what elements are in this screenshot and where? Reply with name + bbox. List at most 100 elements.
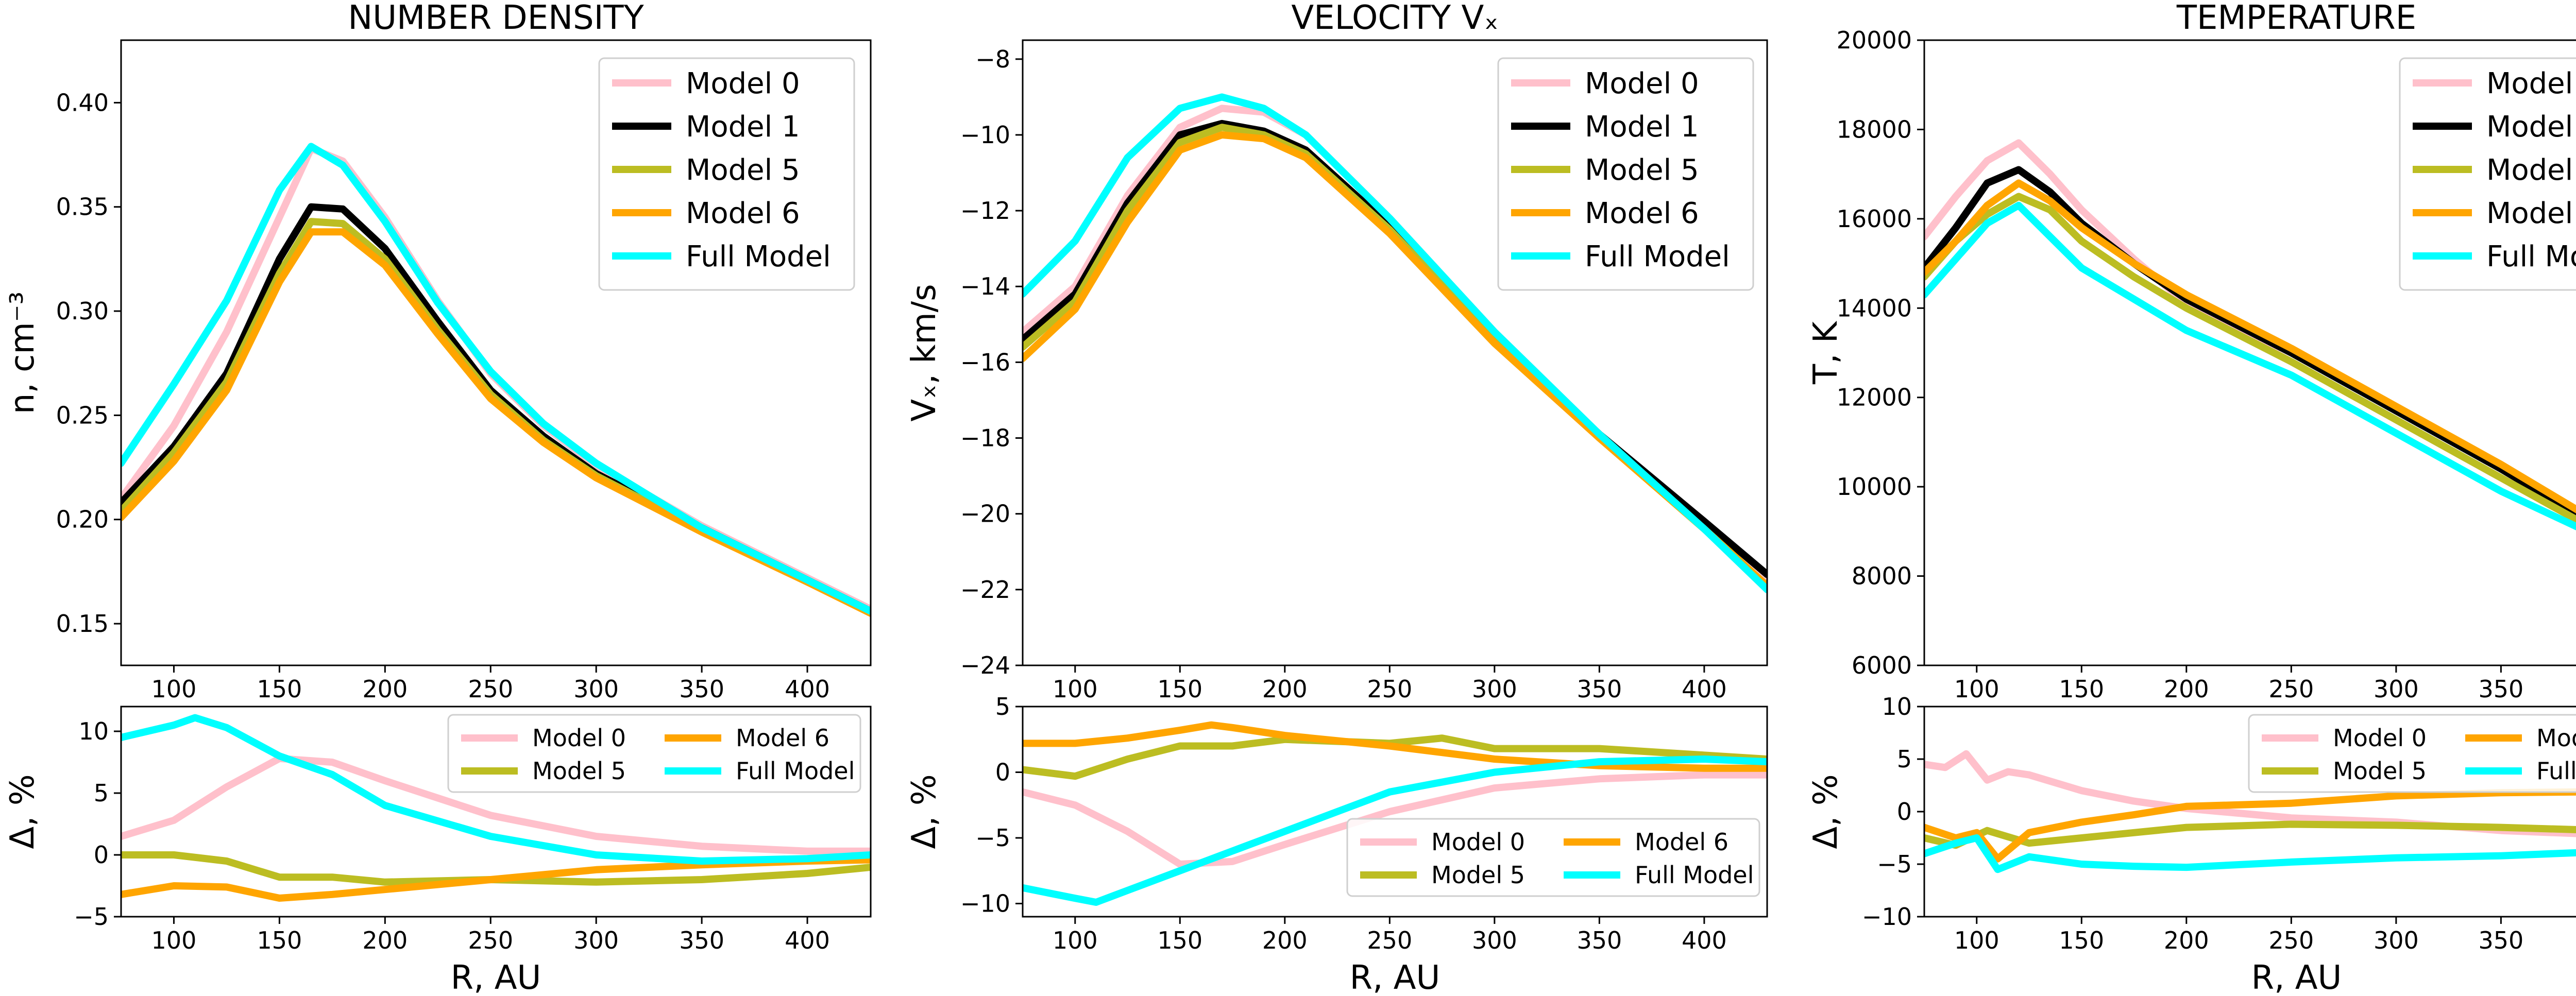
x-tick-label: 400 bbox=[785, 675, 830, 703]
chart-temperature-main: 1001502002503003504006000800010000120001… bbox=[1807, 0, 2576, 703]
legend-item-m0: Model 0 bbox=[2413, 67, 2576, 100]
y-tick-label: 12000 bbox=[1837, 384, 1912, 411]
series-line-m5 bbox=[1924, 820, 2576, 849]
legend-label: Model 0 bbox=[2486, 67, 2576, 100]
y-tick-label: 0.15 bbox=[56, 610, 109, 638]
legend-item-m0: Model 0 bbox=[1511, 67, 1699, 100]
legend-item-full: Full Model bbox=[1564, 861, 1754, 889]
x-tick-label: 250 bbox=[468, 675, 513, 703]
legend-item-m0: Model 0 bbox=[1360, 828, 1525, 856]
legend-label: Full Model bbox=[1635, 861, 1754, 889]
legend-item-m0: Model 0 bbox=[2262, 724, 2427, 752]
legend-label: Model 6 bbox=[1585, 197, 1699, 230]
legend-label: Model 5 bbox=[1585, 153, 1699, 187]
y-tick-label: 0 bbox=[94, 841, 109, 869]
y-tick-label: 0.40 bbox=[56, 89, 109, 116]
y-tick-label: −10 bbox=[960, 890, 1010, 918]
chart-title: NUMBER DENSITY bbox=[348, 0, 644, 37]
legend-item-m6: Model 6 bbox=[665, 724, 829, 752]
legend-label: Full Model bbox=[2536, 757, 2576, 785]
legend-label: Model 0 bbox=[532, 724, 626, 752]
legend-item-m6: Model 6 bbox=[612, 197, 800, 230]
plot-frame bbox=[1022, 706, 1768, 918]
plot-area bbox=[1924, 750, 2576, 873]
legend-item-full: Full Model bbox=[2465, 757, 2576, 785]
x-tick-label: 300 bbox=[1472, 675, 1517, 703]
series-line-full bbox=[1924, 201, 2576, 530]
legend-item-m5: Model 5 bbox=[2262, 757, 2427, 785]
legend-item-m1: Model 1 bbox=[1511, 110, 1699, 144]
legend-item-m0: Model 0 bbox=[461, 724, 626, 752]
y-tick-label: 10 bbox=[78, 717, 109, 745]
y-tick-label: −8 bbox=[975, 45, 1010, 73]
legend-label: Model 6 bbox=[2536, 724, 2576, 752]
y-tick-label: 10000 bbox=[1837, 473, 1912, 501]
y-tick-label: −16 bbox=[960, 348, 1010, 376]
y-tick-label: 0.30 bbox=[56, 297, 109, 325]
y-tick-label: −22 bbox=[960, 576, 1010, 604]
x-tick-label: 100 bbox=[151, 926, 197, 954]
legend: Model 0 Model 6 Model 5 Full Model bbox=[2248, 714, 2576, 793]
x-tick-label: 150 bbox=[2059, 926, 2104, 954]
legend-label: Model 6 bbox=[736, 724, 829, 752]
y-axis-label: Δ, % bbox=[905, 774, 943, 849]
legend-label: Model 6 bbox=[1635, 828, 1728, 856]
x-tick-label: 200 bbox=[1262, 926, 1308, 954]
legend-label: Model 5 bbox=[2333, 757, 2427, 785]
y-tick-label: 5 bbox=[1897, 745, 1912, 773]
legend-item-m6: Model 6 bbox=[2413, 197, 2576, 230]
y-tick-label: −24 bbox=[960, 651, 1010, 679]
legend-frame bbox=[2399, 57, 2576, 291]
x-tick-label: 250 bbox=[2268, 675, 2314, 703]
y-tick-label: 0 bbox=[1897, 798, 1912, 826]
plot-area bbox=[1924, 139, 2576, 530]
plot-frame bbox=[120, 706, 872, 918]
legend-label: Full Model bbox=[736, 757, 855, 785]
chart-title: TEMPERATURE bbox=[2176, 0, 2416, 37]
series-line-m5 bbox=[121, 851, 871, 886]
y-tick-label: 6000 bbox=[1852, 651, 1912, 679]
x-tick-label: 150 bbox=[2059, 675, 2104, 703]
legend: Model 0 Model 1 Model 5 Model 6 Full Model bbox=[2399, 57, 2576, 291]
x-tick-label: 350 bbox=[2478, 926, 2523, 954]
y-tick-label: −18 bbox=[960, 424, 1010, 452]
series-line-full bbox=[1023, 755, 1767, 906]
x-tick-label: 200 bbox=[1262, 675, 1308, 703]
series-line-m5 bbox=[1924, 193, 2576, 524]
y-tick-label: 16000 bbox=[1837, 205, 1912, 233]
series-line-m6 bbox=[121, 228, 871, 617]
y-tick-label: −14 bbox=[960, 272, 1010, 300]
plot-area bbox=[121, 143, 871, 617]
x-axis-label: R, AU bbox=[451, 959, 541, 996]
legend-item-m5: Model 5 bbox=[2413, 153, 2576, 187]
legend-item-m1: Model 1 bbox=[2413, 110, 2576, 144]
legend-label: Model 5 bbox=[686, 153, 800, 187]
plot-area bbox=[1023, 93, 1767, 593]
x-axis-label: R, AU bbox=[2251, 959, 2342, 996]
series-line-m6 bbox=[1924, 179, 2576, 513]
y-axis-label: Δ, % bbox=[1807, 774, 1845, 849]
x-tick-label: 300 bbox=[2374, 926, 2419, 954]
legend-item-m6: Model 6 bbox=[1564, 828, 1728, 856]
chart-velocity-delta: 100 150 200 250 300 350 400 −10 −5 0 5 R, AU Δ, % Mod… bbox=[905, 693, 1768, 996]
x-tick-label: 200 bbox=[362, 926, 408, 954]
y-tick-label: 18000 bbox=[1837, 115, 1912, 143]
x-tick-label: 100 bbox=[1053, 926, 1098, 954]
legend-item-m1: Model 1 bbox=[612, 110, 800, 144]
series-line-full bbox=[121, 714, 871, 865]
legend-item-full: Full Model bbox=[612, 240, 831, 273]
legend-label: Full Model bbox=[686, 240, 831, 273]
legend-label: Full Model bbox=[1585, 240, 1730, 273]
legend-item-full: Full Model bbox=[1511, 240, 1730, 273]
x-tick-label: 300 bbox=[573, 675, 619, 703]
y-tick-label: −10 bbox=[960, 121, 1010, 149]
y-tick-label: 0.20 bbox=[56, 506, 109, 534]
legend: Model 0 Model 1 Model 5 Model 6 Full Model bbox=[1497, 57, 1754, 291]
legend: Model 0 Model 1 Model 5 Model 6 Full Model bbox=[598, 57, 855, 291]
legend-label: Full Model bbox=[2486, 240, 2576, 273]
x-tick-label: 150 bbox=[1157, 926, 1202, 954]
legend: Model 0 Model 6 Model 5 Full Model bbox=[1346, 818, 1760, 897]
series-line-m0 bbox=[1023, 771, 1767, 868]
